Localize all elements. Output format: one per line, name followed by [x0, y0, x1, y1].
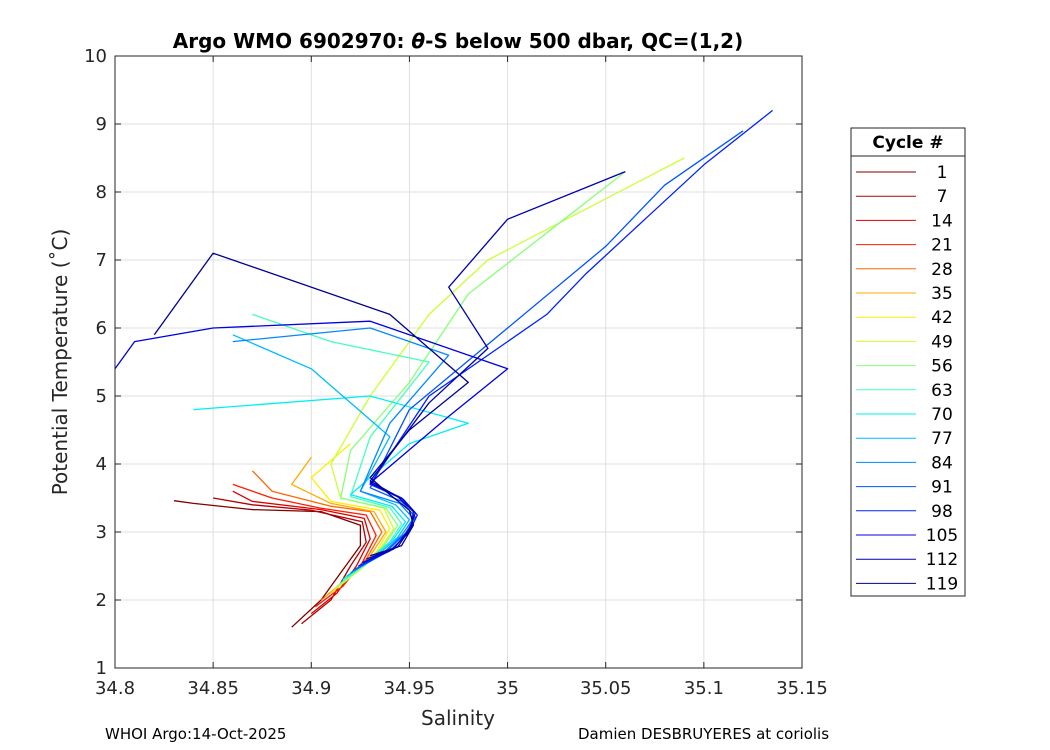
legend-label-7: 7 [937, 187, 948, 207]
x-axis-ticks: 34.8 34.85 34.9 34.95 35 35.05 35.1 35.15 [95, 56, 828, 699]
legend-label-28: 28 [931, 260, 953, 280]
theta-symbol: θ [411, 29, 425, 53]
legend-label-84: 84 [931, 453, 953, 473]
legend-label-21: 21 [931, 236, 953, 256]
y-tick-label: 3 [96, 522, 107, 543]
profile-line-cycle-84 [232, 327, 450, 574]
x-tick-label: 35 [496, 678, 519, 699]
legend-label-56: 56 [931, 357, 953, 377]
y-axis-label: Potential Temperature (˚C) [48, 229, 72, 496]
footer-credit-right: Damien DESBRUYERES at coriolis [578, 725, 830, 743]
profile-line-cycle-7 [212, 497, 367, 625]
profile-line-cycle-112 [365, 170, 626, 560]
profile-line-cycle-21 [232, 483, 377, 608]
profile-line-cycle-105 [114, 320, 509, 564]
legend-label-98: 98 [931, 502, 953, 522]
profile-line-cycle-77 [232, 334, 411, 577]
y-tick-label: 2 [96, 590, 107, 611]
x-tick-label: 34.9 [291, 678, 331, 699]
legend-label-119: 119 [926, 574, 958, 594]
x-tick-label: 35.15 [776, 678, 828, 699]
legend-label-35: 35 [931, 284, 953, 304]
legend-label-42: 42 [931, 308, 953, 328]
legend-entries: 1 7 14 21 28 35 42 49 56 63 70 77 84 91 98 105 112 119 [856, 163, 958, 594]
x-axis-label: Salinity [421, 706, 495, 730]
legend-label-105: 105 [926, 526, 958, 546]
y-axis-ticks: 1 2 3 4 5 6 7 8 9 10 [84, 46, 802, 679]
profile-line-cycle-1 [173, 500, 362, 628]
legend-box [850, 127, 966, 597]
legend-label-63: 63 [931, 381, 953, 401]
x-tick-label: 35.05 [580, 678, 632, 699]
profile-line-cycle-119 [153, 252, 469, 557]
footer-credit-left: WHOI Argo:14-Oct-2025 [105, 725, 287, 743]
legend: Cycle # 17142128354249566370778491981051… [850, 127, 966, 597]
x-tick-label: 34.95 [384, 678, 436, 699]
legend-title: Cycle # [872, 133, 943, 153]
legend-label-91: 91 [931, 478, 953, 498]
legend-label-49: 49 [931, 332, 953, 352]
y-tick-label: 1 [96, 658, 107, 679]
y-tick-label: 8 [96, 182, 107, 203]
profile-line-cycle-70 [193, 395, 469, 581]
y-tick-label: 10 [84, 46, 107, 67]
legend-label-14: 14 [931, 211, 953, 231]
chart-title: Argo WMO 6902970: θ-S below 500 dbar, QC… [173, 29, 743, 53]
y-tick-label: 6 [96, 318, 107, 339]
y-tick-label: 7 [96, 250, 107, 271]
x-tick-label: 34.85 [187, 678, 239, 699]
plot-area-frame [114, 55, 803, 669]
y-tick-label: 5 [96, 386, 107, 407]
profile-lines [114, 109, 774, 628]
profile-line-cycle-91 [354, 130, 744, 570]
y-tick-label: 4 [96, 454, 107, 475]
x-tick-label: 34.8 [95, 678, 135, 699]
legend-label-70: 70 [931, 405, 953, 425]
x-tick-label: 35.1 [684, 678, 724, 699]
legend-label-1: 1 [937, 163, 948, 183]
legend-label-112: 112 [926, 550, 958, 570]
legend-label-77: 77 [931, 429, 953, 449]
y-tick-label: 9 [96, 114, 107, 135]
